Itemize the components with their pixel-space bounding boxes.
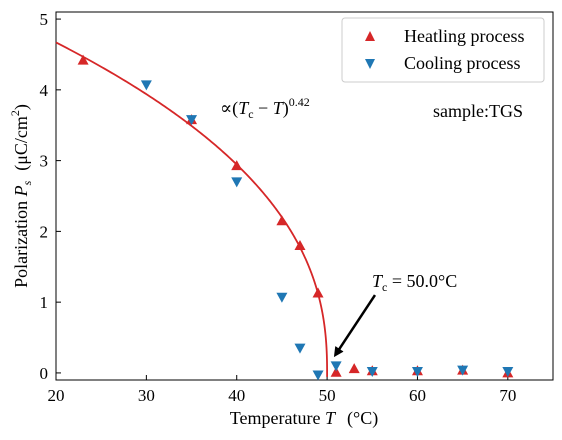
fit-layer xyxy=(55,41,328,377)
legend: Heatling process Cooling process xyxy=(341,17,545,83)
heating-point xyxy=(330,366,342,377)
heating-point xyxy=(231,160,243,171)
tc-arrow xyxy=(333,294,377,358)
cooling-point xyxy=(276,292,288,303)
heating-point xyxy=(294,240,306,251)
cooling-point xyxy=(186,115,198,126)
y-tick-label: 2 xyxy=(40,222,49,241)
cooling-point xyxy=(294,343,306,354)
y-tick-label: 0 xyxy=(40,364,49,383)
x-tick-label: 40 xyxy=(228,386,245,405)
x-tick-label: 60 xyxy=(409,386,426,405)
sample-label: sample:TGS xyxy=(433,101,523,121)
legend-heating-label: Heatling process xyxy=(404,26,524,46)
fit-curve xyxy=(55,41,328,377)
plot-frame xyxy=(55,11,554,381)
cooling-point xyxy=(231,177,243,188)
fit-formula-label: ∝(Tc − T)0.42 xyxy=(220,95,310,121)
x-tick-label: 20 xyxy=(48,386,65,405)
cooling-point xyxy=(140,80,152,91)
tick-group: 20 30 40 50 60 70 0 1 2 3 4 5 xyxy=(40,10,517,405)
heating-point xyxy=(312,287,324,298)
x-tick-label: 50 xyxy=(319,386,336,405)
legend-cooling-marker xyxy=(365,59,375,69)
cooling-point xyxy=(330,361,342,372)
heating-point xyxy=(348,363,360,374)
x-tick-label: 70 xyxy=(499,386,516,405)
cooling-point xyxy=(312,370,324,381)
heating-point xyxy=(276,215,288,226)
y-axis-label: Polarization Ps(μC/cm2) xyxy=(8,104,34,288)
x-axis-label: Temperature T (°C) xyxy=(230,408,378,429)
cooling-point xyxy=(411,367,423,378)
y-tick-label: 1 xyxy=(40,293,49,312)
heating-point xyxy=(77,54,89,65)
markers-layer xyxy=(77,54,514,381)
y-tick-label: 3 xyxy=(40,152,49,171)
legend-box xyxy=(341,17,545,83)
legend-heating-marker xyxy=(365,31,375,41)
cooling-point xyxy=(457,365,469,376)
y-tick-label: 4 xyxy=(40,81,49,100)
x-tick-label: 30 xyxy=(138,386,155,405)
y-tick-label: 5 xyxy=(40,10,49,29)
tc-label: Tc = 50.0°C xyxy=(372,271,457,294)
cooling-point xyxy=(502,367,514,378)
legend-cooling-label: Cooling process xyxy=(404,53,521,73)
cooling-point xyxy=(366,367,378,378)
